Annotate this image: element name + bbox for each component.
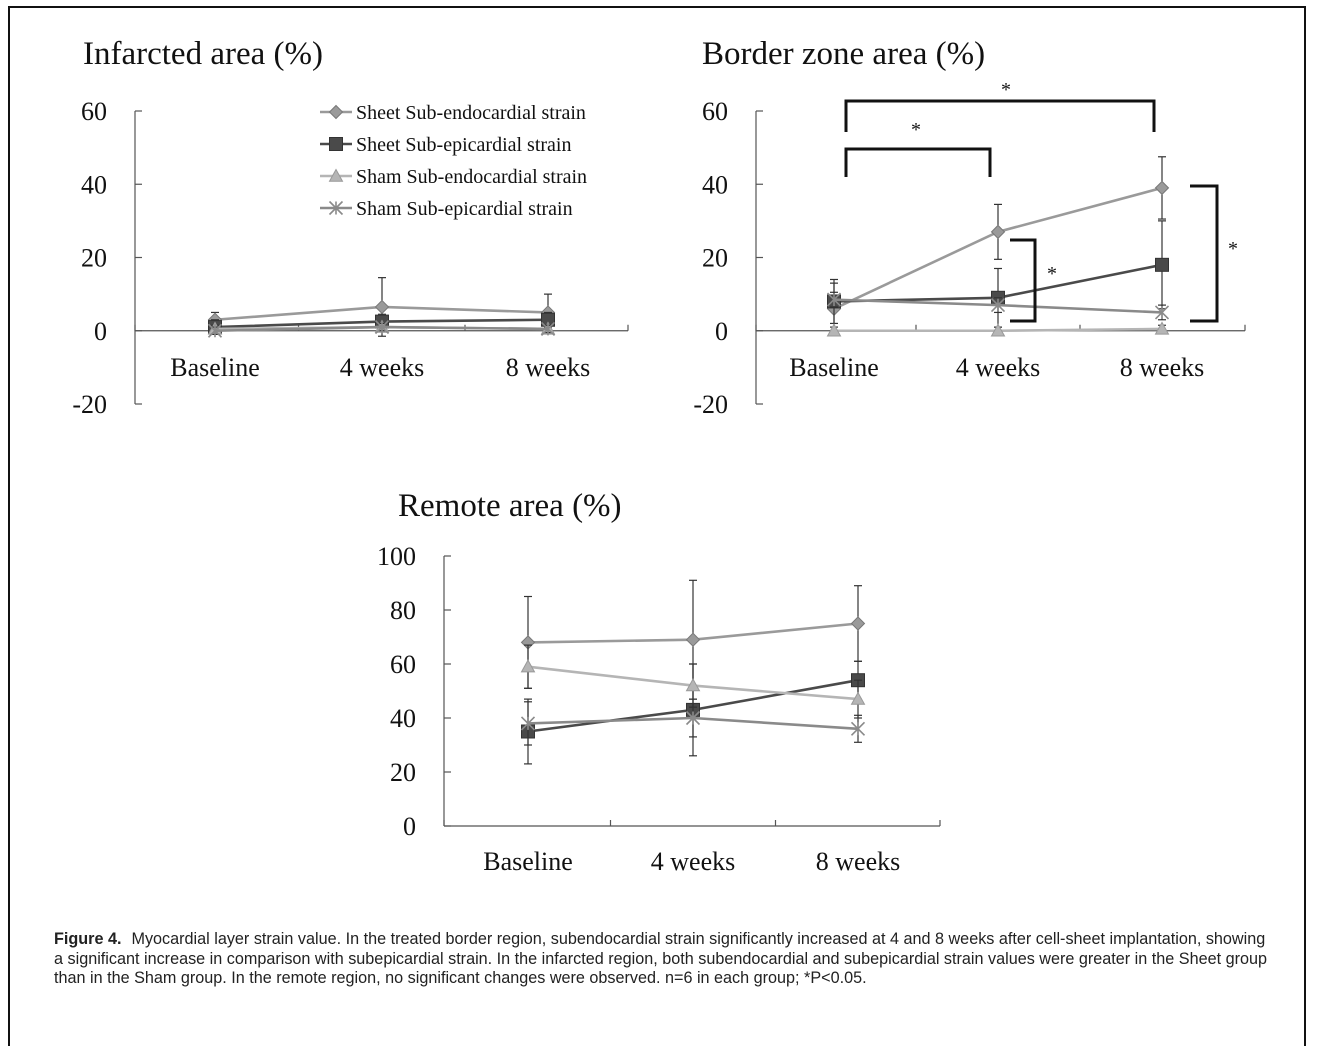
y-tick-label: 0 — [403, 812, 416, 841]
data-point — [1154, 321, 1170, 335]
x-tick-label: 4 weeks — [340, 353, 424, 382]
caption-label: Figure 4. — [54, 930, 122, 948]
chart-title: Remote area (%) — [398, 488, 622, 524]
data-point — [826, 292, 842, 307]
y-tick-label: 20 — [702, 244, 728, 273]
legend-entry: Sham Sub-endocardial strain — [356, 166, 587, 188]
legend-swatch-marker — [328, 168, 344, 182]
legend-swatch-marker — [328, 104, 344, 120]
bracket-baseline-8wk — [844, 99, 1156, 132]
significance-star: * — [1047, 263, 1057, 285]
x-tick-label: Baseline — [170, 353, 260, 382]
data-point — [685, 632, 701, 647]
data-point — [990, 298, 1006, 313]
y-tick-label: 60 — [702, 97, 728, 126]
legend-entry: Sheet Sub-epicardial strain — [356, 134, 572, 156]
data-point — [540, 321, 556, 336]
data-point — [850, 721, 866, 736]
data-point — [1154, 305, 1170, 320]
y-tick-label: 60 — [390, 650, 416, 679]
bracket-4wk-layers — [1010, 238, 1037, 323]
chart-1: Infarcted area (%) 60 40 20 0 -20 Baseline 4 we… — [72, 36, 629, 419]
significance-star: * — [1228, 238, 1238, 260]
data-point — [520, 659, 536, 673]
y-tick-label: -20 — [72, 390, 107, 419]
legend-entry: Sham Sub-epicardial strain — [356, 198, 573, 220]
data-point — [826, 323, 842, 337]
significance-brackets — [844, 99, 1219, 323]
y-tick-label: 60 — [81, 97, 107, 126]
chart-title: Border zone area (%) — [702, 36, 985, 72]
series-sham-sub-epicardial-strain — [826, 291, 1170, 321]
legend: Sheet Sub-endocardial strain Sheet Sub-ep… — [320, 102, 587, 220]
data-point — [207, 323, 223, 338]
data-point — [990, 224, 1006, 240]
data-point — [520, 716, 536, 731]
y-tick-label: -20 — [693, 390, 728, 419]
data-point — [850, 691, 866, 705]
x-tick-label: Baseline — [483, 847, 573, 876]
data-point — [1154, 180, 1170, 196]
chart-2: Border zone area (%) 60 40 20 0 -20 Baseline 4 … — [693, 36, 1246, 419]
y-tick-label: 40 — [81, 170, 107, 199]
y-tick-label: 40 — [702, 170, 728, 199]
data-point — [1155, 257, 1169, 272]
chart-title: Infarcted area (%) — [83, 36, 323, 72]
data-point — [374, 320, 390, 335]
legend-swatch-marker — [328, 200, 344, 216]
series-sham-sub-endocardial-strain — [520, 644, 866, 719]
chart-3: Remote area (%) 100 80 60 40 20 0 Baseline 4 wee… — [377, 488, 941, 876]
significance-star: * — [1001, 79, 1011, 101]
caption-text: Myocardial layer strain value. In the tr… — [54, 930, 1267, 987]
y-tick-label: 100 — [377, 542, 416, 571]
x-tick-label: 8 weeks — [816, 847, 900, 876]
x-tick-label: Baseline — [789, 353, 879, 382]
series-sham-sub-epicardial-strain — [207, 320, 556, 338]
data-point — [685, 678, 701, 692]
legend-entry: Sheet Sub-endocardial strain — [356, 102, 586, 124]
series-sham-sub-epicardial-strain — [520, 698, 866, 746]
y-tick-label: 80 — [390, 596, 416, 625]
y-tick-label: 20 — [81, 244, 107, 273]
data-point — [374, 299, 390, 315]
y-tick-label: 20 — [390, 758, 416, 787]
bracket-8wk-layers — [1190, 184, 1219, 323]
legend-swatch-marker — [329, 137, 343, 151]
bracket-baseline-4wk — [844, 147, 992, 177]
x-tick-label: 4 weeks — [956, 353, 1040, 382]
series-sham-sub-endocardial-strain — [826, 321, 1170, 337]
y-tick-label: 40 — [390, 704, 416, 733]
x-tick-label: 8 weeks — [506, 353, 590, 382]
x-tick-label: 8 weeks — [1120, 353, 1204, 382]
y-tick-label: 0 — [715, 317, 728, 346]
x-tick-label: 4 weeks — [651, 847, 735, 876]
figure-frame — [8, 6, 1306, 1046]
y-tick-label: 0 — [94, 317, 107, 346]
data-point — [850, 616, 866, 631]
significance-star: * — [911, 119, 921, 141]
figure-caption: Figure 4. Myocardial layer strain value. … — [54, 930, 1269, 989]
data-point — [685, 710, 701, 726]
data-point — [990, 323, 1006, 337]
